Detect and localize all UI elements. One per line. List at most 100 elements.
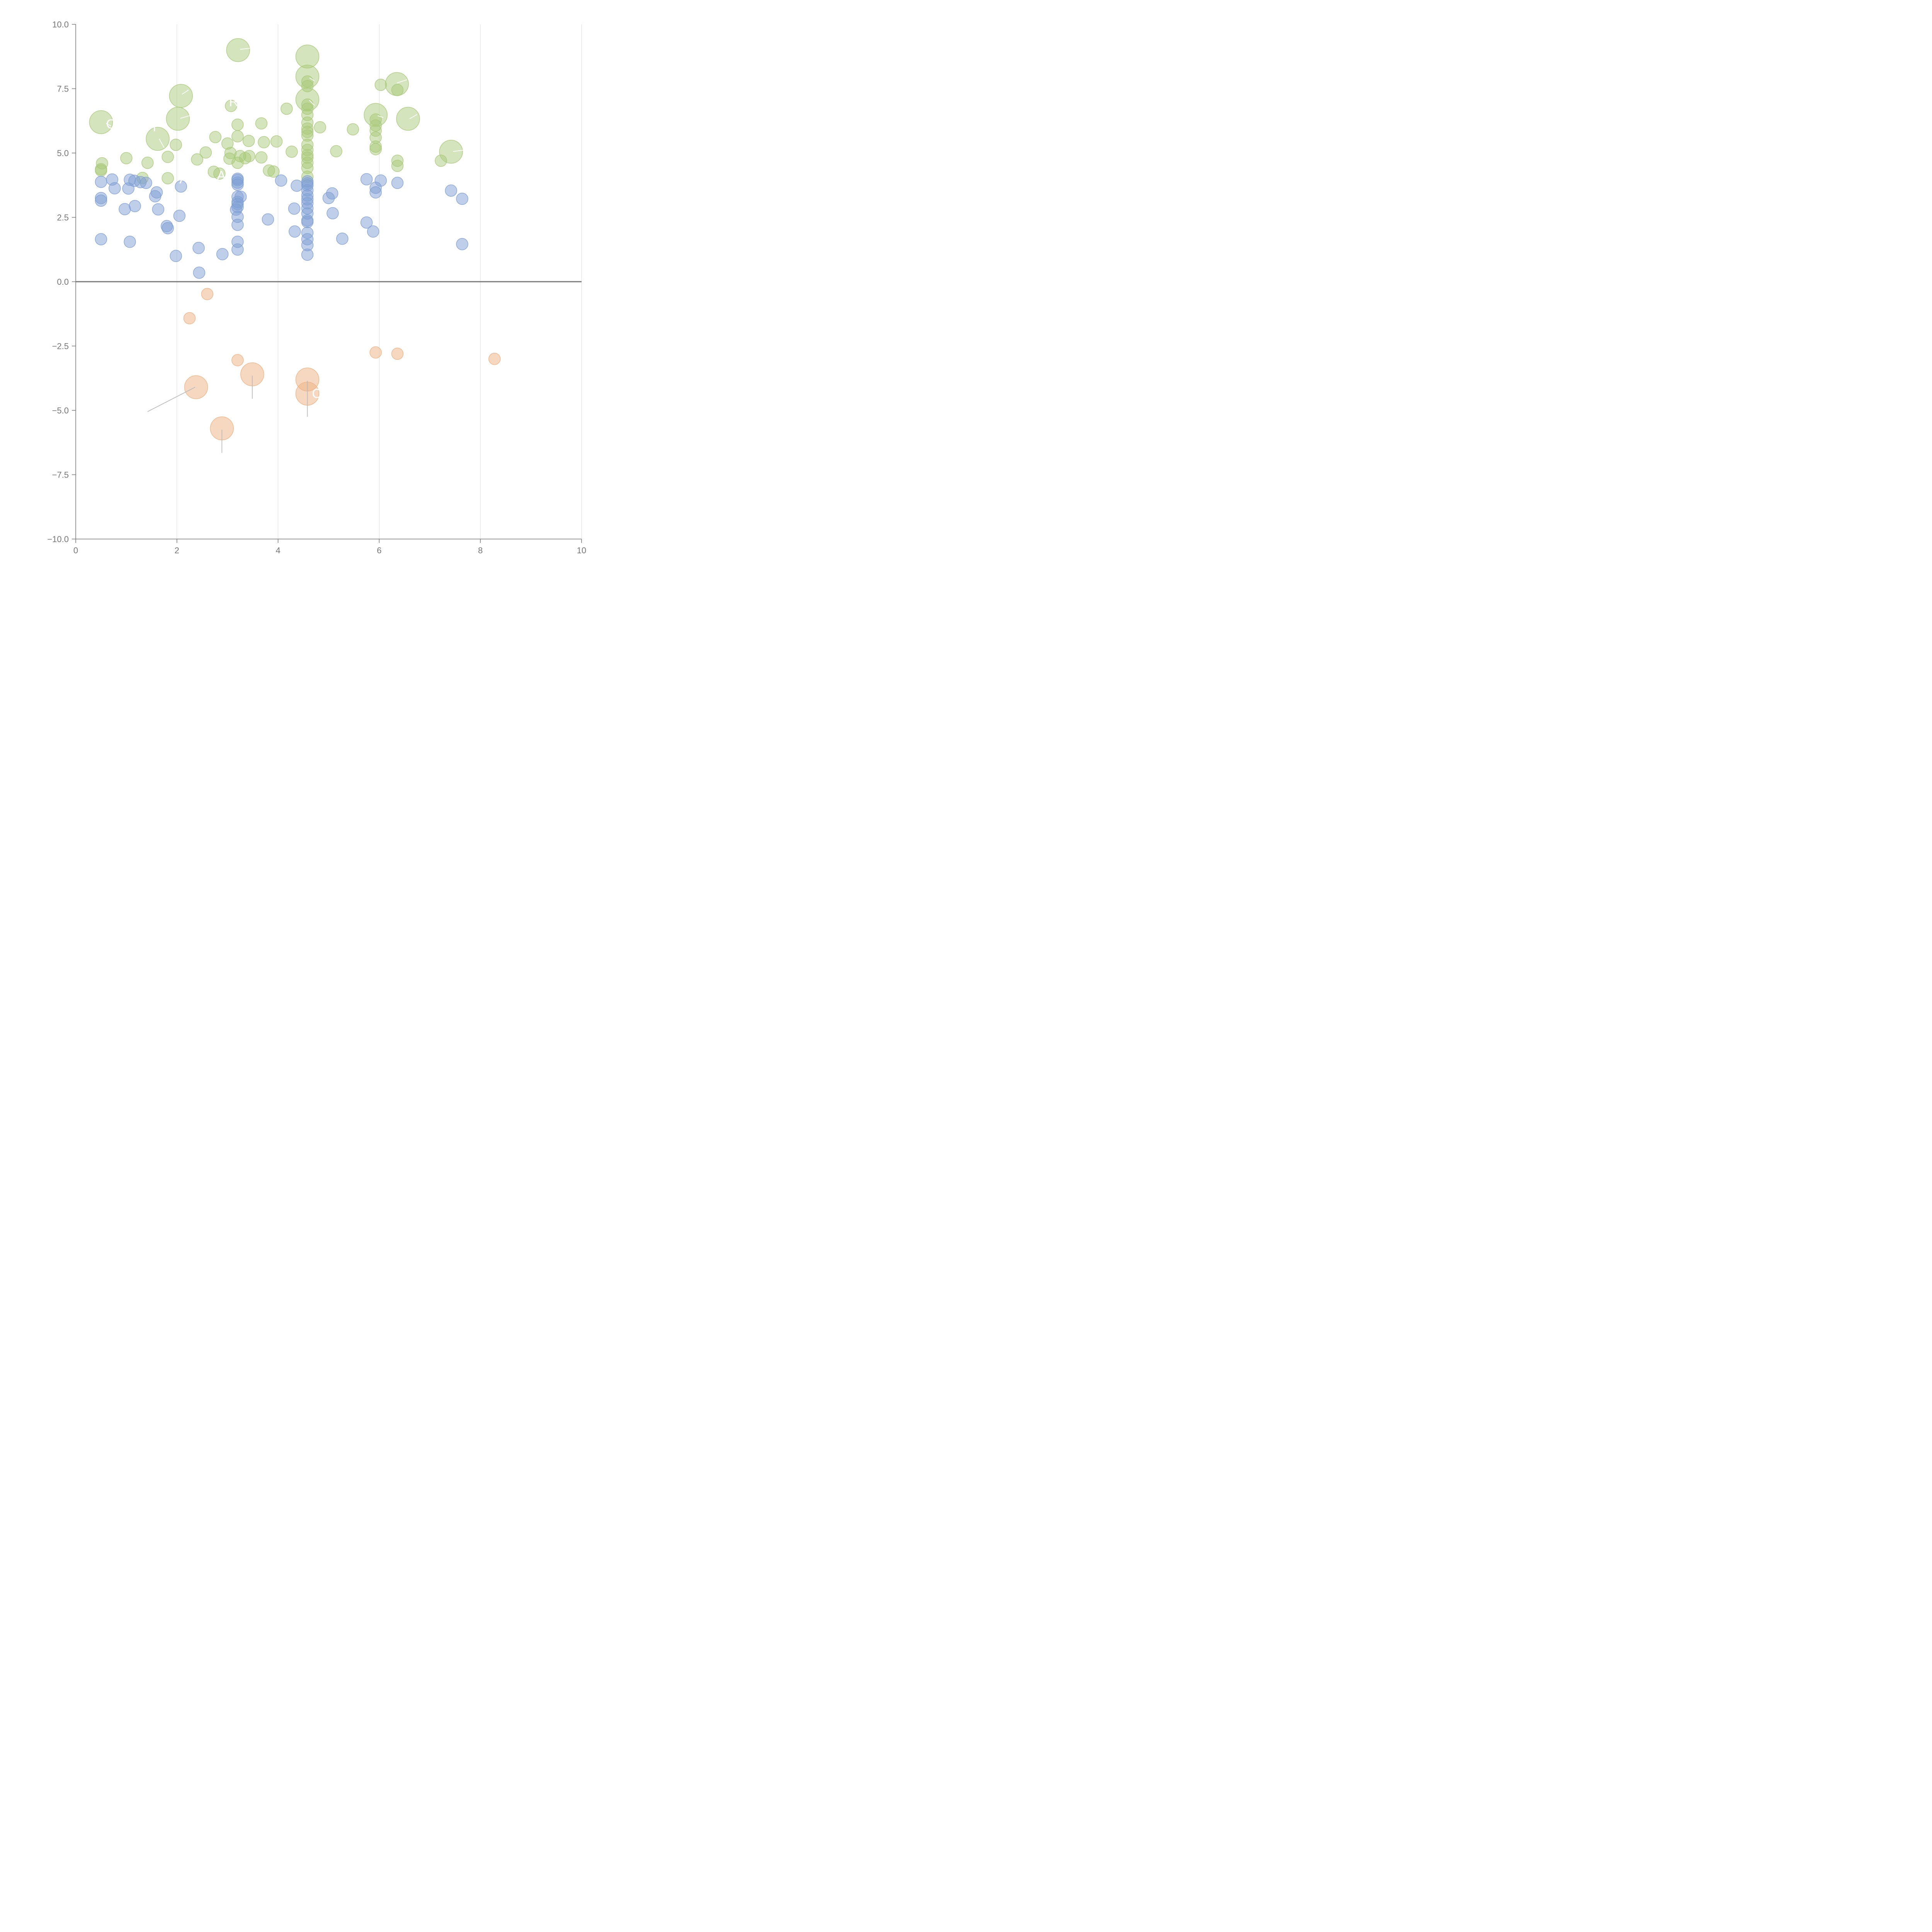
bubble-upper-large-25 [213,167,226,180]
bubble-upper-large-36 [243,150,255,162]
bubble-upper-large-70 [374,78,387,91]
bubble-upper-mid-6 [119,203,131,215]
leader-line-8 [409,114,418,119]
bubble-chart: R C I AL A C −10.0 −7.5 −5.0 −2.5 0.0 2.5 5.0 7.5 10.… [0,0,603,603]
bubble-upper-large-2 [166,107,190,131]
bubble-upper-large-39 [258,136,270,148]
annotation-layer: R C I AL A C [106,95,321,401]
leader-line-3 [159,138,165,148]
bubble-upper-mid-60 [326,187,338,200]
bubble-upper-large-18 [162,151,174,163]
bubble-upper-mid-62 [336,233,349,245]
y-tick-label-0: −10.0 [47,534,69,544]
bubble-upper-mid-11 [129,200,141,212]
leader-line-7 [396,79,407,83]
bubble-upper-large-4 [226,38,250,62]
bubble-upper-large-1 [146,127,170,151]
bubble-upper-large-15 [120,152,133,165]
bubble-upper-mid-3 [95,233,107,245]
bubble-upper-mid-20 [173,209,186,222]
bubble-upper-large-19 [162,172,174,185]
x-tick-label-1: 2 [175,546,179,555]
leader-line-5 [309,77,315,82]
bubble-upper-large-61 [314,121,326,134]
bubble-upper-mid-42 [289,225,301,238]
bubble-upper-mid-35 [231,219,244,231]
bubble-upper-mid-5 [109,182,121,194]
x-tick-label-0: 0 [73,546,78,555]
annotation-label-4: A [217,168,226,183]
bubble-upper-mid-41 [288,202,301,215]
bubble-upper-mid-68 [374,174,387,187]
leader-line-layer [106,47,466,453]
bubble-upper-mid-70 [445,184,457,197]
bubble-upper-mid-43 [291,179,303,192]
annotation-label-2: I [153,119,156,134]
bubble-upper-mid-71 [456,192,468,205]
bubble-upper-large-35 [242,134,255,147]
y-tick-label-1: −7.5 [52,470,69,480]
bubble-upper-large-3 [169,84,193,108]
bubble-upper-large-38 [255,151,268,164]
bubble-upper-large-14 [95,164,107,177]
bubble-upper-mid-24 [216,248,229,260]
bubble-upper-large-0 [89,110,113,134]
bubble-lower-5 [488,353,501,365]
bubble-lower-6 [184,375,208,399]
bubble-upper-mid-13 [140,177,152,189]
bubble-upper-large-16 [141,156,154,169]
leader-line-6 [309,100,315,106]
bubble-upper-large-73 [391,160,404,172]
bubble-upper-large-46 [301,80,314,92]
y-tick-label-2: −5.0 [52,406,69,415]
annotation-label-1: C [106,117,116,132]
bubble-layer [89,38,501,440]
chart-canvas: R C I AL A C −10.0 −7.5 −5.0 −2.5 0.0 2.5 5.0 7.5 10.… [47,20,586,555]
bubble-upper-mid-67 [369,186,382,199]
leader-line-11 [147,387,196,412]
leader-line-1 [182,90,189,95]
bubble-upper-large-41 [267,165,280,178]
leader-line-2 [180,115,190,119]
bubble-upper-mid-72 [456,238,468,250]
x-tick-label-5: 10 [577,546,586,555]
bubble-upper-mid-15 [150,186,163,199]
y-tick-label-5: 2.5 [57,213,69,223]
bubble-upper-mid-54 [301,216,314,228]
bubble-upper-mid-40 [275,174,287,187]
x-tick-label-3: 6 [377,546,381,555]
bubble-upper-large-42 [270,135,283,148]
bubble-upper-large-37 [255,117,268,130]
y-tick-label-8: 10.0 [52,20,69,29]
x-tick-label-2: 4 [276,546,280,555]
bubble-upper-large-5 [295,44,320,68]
axis-layer: −10.0 −7.5 −5.0 −2.5 0.0 2.5 5.0 7.5 10.0 0 2 4 6 8 10 [47,20,586,555]
bubble-upper-large-43 [281,102,293,115]
bubble-upper-mid-65 [367,225,379,238]
bubble-upper-mid-64 [360,216,373,229]
bubble-upper-large-21 [191,153,203,166]
bubble-upper-large-31 [231,130,244,143]
y-tick-label-3: −2.5 [52,342,69,351]
bubble-upper-mid-29 [231,179,244,191]
bubble-lower-1 [183,312,196,325]
y-tick-label-7: 7.5 [57,84,69,94]
bubble-upper-mid-18 [162,222,174,235]
annotation-label-0: R [229,95,239,109]
bubble-upper-mid-69 [391,177,404,189]
leader-line-4 [106,123,112,126]
annotation-label-3: AL [179,172,196,187]
x-tick-label-4: 8 [478,546,483,555]
bubble-upper-large-71 [391,84,404,96]
bubble-upper-mid-22 [192,242,205,254]
bubble-lower-4 [391,347,404,360]
bubble-upper-large-44 [286,145,298,158]
bubble-upper-large-27 [225,100,237,112]
bubble-upper-large-62 [330,145,342,158]
bubble-upper-mid-37 [231,243,244,256]
y-tick-label-4: 0.0 [57,277,69,287]
bubble-upper-mid-58 [301,248,314,261]
bubble-upper-mid-0 [95,175,107,188]
bubble-upper-large-20 [170,138,182,151]
bubble-upper-mid-63 [360,173,373,185]
